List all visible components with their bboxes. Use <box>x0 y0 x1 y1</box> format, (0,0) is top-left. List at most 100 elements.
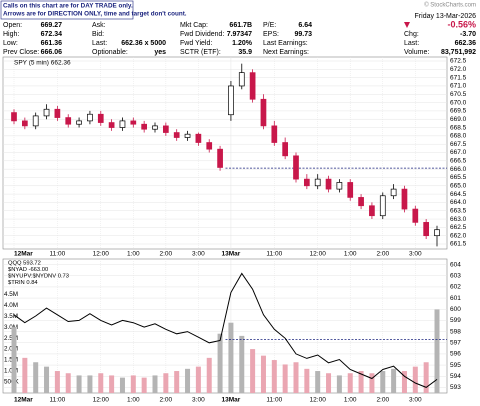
y-tick-label: 670.0 <box>450 99 467 106</box>
stat-value: 6.64 <box>298 22 312 29</box>
x-tick-label: 11:00 <box>266 251 282 258</box>
x-tick-label: 1:00 <box>127 251 140 258</box>
y-tick-label: 671.5 <box>450 74 467 81</box>
volume-bar <box>304 368 310 393</box>
volume-bar <box>163 373 169 393</box>
candle-body <box>271 125 278 143</box>
candle-body <box>282 142 289 157</box>
stat-value: 35.9 <box>238 49 252 56</box>
stat-label: Optionable: <box>92 49 128 56</box>
y-tick-label: 598 <box>450 328 461 335</box>
y-tick-label: 666.0 <box>450 166 467 173</box>
x-tick-label: 12:00 <box>310 251 327 258</box>
panel-legend: SPY (5 min) 662.36 <box>14 60 71 67</box>
candle-body <box>336 182 343 190</box>
x-tick-label: 11:00 <box>49 251 65 258</box>
x-tick-label: 3:00 <box>192 397 205 404</box>
candle-body <box>423 222 430 237</box>
volume-bar <box>391 368 397 393</box>
y-tick-label: 666.5 <box>450 158 467 165</box>
x-tick-label: 1:00 <box>127 397 140 404</box>
candle-body <box>390 188 397 197</box>
volume-bar <box>119 377 125 393</box>
stat-value: 7.97347 <box>227 31 252 38</box>
stat-label: Fwd Dividend: <box>180 31 224 38</box>
volume-tick-label: 2.5M <box>4 335 18 342</box>
stat-label: Last: <box>404 40 419 47</box>
candle-body <box>358 197 364 207</box>
stat-value: 669.27 <box>41 22 63 29</box>
x-tick-label: 12:00 <box>93 251 110 258</box>
candle-body <box>76 120 82 125</box>
volume-bar <box>347 373 353 393</box>
candle-body <box>173 132 180 138</box>
candle-body <box>347 182 354 198</box>
candle-body <box>87 113 93 122</box>
candle-body <box>217 148 223 168</box>
volume-bar <box>315 371 321 393</box>
y-tick-label: 665.0 <box>450 182 467 189</box>
stat-label: SCTR (ETF): <box>180 49 221 56</box>
x-tick-label: 2:00 <box>376 397 389 404</box>
y-tick-label: 667.0 <box>450 149 467 156</box>
candle-body <box>162 125 169 133</box>
y-tick-label: 664.0 <box>450 199 467 206</box>
volume-bar <box>22 357 28 393</box>
candle-body <box>21 120 28 127</box>
candle-body <box>238 72 245 87</box>
stat-value: 661.36 <box>41 40 63 47</box>
candle-body <box>119 120 126 128</box>
y-tick-label: 668.5 <box>450 124 467 131</box>
x-tick-label: 13Mar <box>222 251 241 258</box>
candle-body <box>434 229 440 237</box>
volume-tick-label: 1.0M <box>4 368 18 375</box>
x-tick-label: 12Mar <box>14 397 33 404</box>
volume-bar <box>54 371 60 393</box>
volume-tick-label: 4.5M <box>4 291 18 298</box>
volume-bar <box>369 373 375 393</box>
y-tick-label: 672.5 <box>450 58 467 65</box>
volume-bar <box>141 377 147 393</box>
y-tick-label: 663.0 <box>450 216 467 223</box>
stat-value: yes <box>154 49 166 56</box>
candle-body <box>54 108 61 118</box>
y-tick-label: 661.5 <box>450 241 467 248</box>
candle-body <box>228 85 234 116</box>
candle-body <box>65 117 72 125</box>
stat-value: 99.73 <box>294 31 312 38</box>
volume-bar <box>434 309 440 393</box>
stat-label: Mkt Cap: <box>180 22 208 29</box>
y-tick-label: 665.5 <box>450 174 467 181</box>
y-tick-label: 662.5 <box>450 224 467 231</box>
y-tick-label: 669.0 <box>450 116 467 123</box>
candle-body <box>32 115 39 127</box>
volume-bar <box>250 349 256 393</box>
panel-legend: $TRIN 0.84 <box>8 280 38 286</box>
volume-bar <box>152 375 158 393</box>
candle-body <box>249 72 256 100</box>
volume-bar <box>206 357 212 393</box>
volume-bar <box>336 375 342 393</box>
y-tick-label: 602 <box>450 284 461 291</box>
y-tick-label: 667.5 <box>450 141 467 148</box>
panel-legend: QQQ 593.72 <box>8 261 41 267</box>
change-pct: -0.56% <box>447 19 476 29</box>
stat-label: EPS: <box>263 31 279 38</box>
x-tick-label: 1:00 <box>344 397 357 404</box>
x-tick-label: 11:00 <box>49 397 65 404</box>
candle-body <box>293 155 299 180</box>
y-tick-label: 599 <box>450 317 461 324</box>
volume-bar <box>293 362 299 393</box>
x-tick-label: 12:00 <box>93 397 110 404</box>
y-tick-label: 668.0 <box>450 133 467 140</box>
x-tick-label: 3:00 <box>409 251 422 258</box>
candle-body <box>369 205 375 217</box>
volume-bar <box>44 366 50 393</box>
logo: © StockCharts.com <box>424 2 476 9</box>
volume-bar <box>423 362 429 393</box>
candle-body <box>412 208 419 223</box>
y-tick-label: 600 <box>450 306 461 313</box>
stat-value: -3.70 <box>460 31 476 38</box>
plot-area <box>2 56 448 250</box>
